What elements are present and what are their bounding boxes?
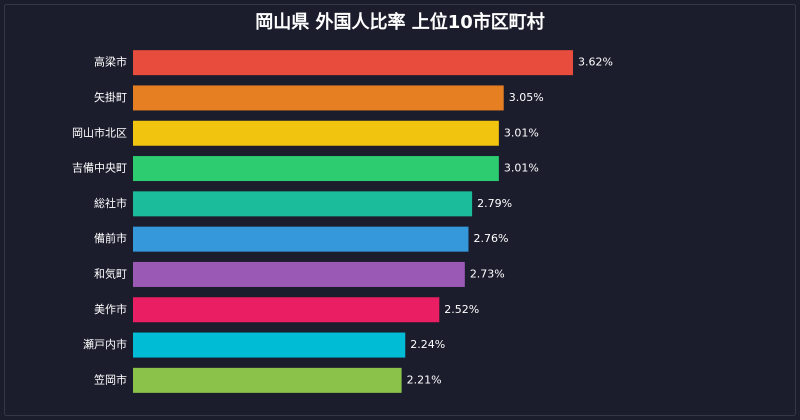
value-label: 2.21%	[407, 373, 442, 386]
bar	[133, 297, 440, 323]
value-label: 3.01%	[504, 162, 539, 175]
value-label: 2.79%	[477, 197, 512, 210]
y-tick-label: 笠岡市	[94, 372, 127, 386]
bar	[133, 226, 469, 252]
y-tick-label: 総社市	[94, 196, 127, 210]
y-tick-label: 矢掛町	[94, 90, 127, 104]
bar	[133, 156, 499, 182]
bar	[133, 120, 499, 146]
bar	[133, 85, 504, 111]
bar	[133, 261, 465, 287]
value-label: 3.01%	[504, 126, 539, 139]
bar	[133, 332, 406, 358]
y-tick-label: 吉備中央町	[72, 162, 127, 175]
value-label: 2.52%	[444, 303, 479, 316]
y-tick-label: 備前市	[94, 231, 127, 245]
bar	[133, 191, 473, 217]
y-tick-label: 高梁市	[94, 55, 127, 69]
y-tick-label: 美作市	[94, 302, 127, 316]
frame	[4, 4, 796, 416]
value-label: 2.73%	[470, 267, 505, 280]
y-tick-label: 瀬戸内市	[83, 337, 127, 351]
value-label: 3.05%	[509, 91, 544, 104]
value-label: 3.62%	[578, 56, 613, 69]
chart-title: 岡山県 外国人比率 上位10市区町村	[255, 11, 545, 33]
value-label: 2.76%	[473, 232, 508, 245]
y-tick-label: 岡山市北区	[72, 125, 127, 139]
value-label: 2.24%	[410, 338, 445, 351]
bar	[133, 367, 402, 393]
bar	[133, 50, 573, 76]
y-tick-label: 和気町	[94, 266, 127, 280]
